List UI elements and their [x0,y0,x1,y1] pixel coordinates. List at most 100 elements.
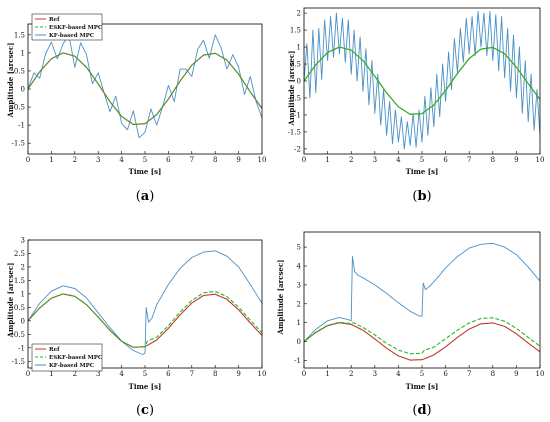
series-line-eskf [304,46,540,115]
legend: Ref ESKF-based MPC KF-based MPC [31,13,103,41]
axes-frame [303,231,541,369]
x-tick-label: 10 [536,156,545,164]
x-tick-label: 1 [325,370,329,378]
x-tick-label: 2 [73,370,77,378]
y-tick-label: 1 [21,290,25,298]
y-tick-label: -0.5 [12,331,26,339]
x-axis-label: Time [s] [406,382,439,391]
legend-label-kf: KF-based MPC [49,363,95,369]
x-tick-label: 5 [143,370,147,378]
y-tick-label: 1.5 [14,31,25,39]
x-tick-label: 10 [258,370,267,378]
panel-a: 0 1 2 3 4 5 6 7 8 9 10 1.5 1 0.5 0 -0.5 -1 -1.5 Amplitude… [6,13,266,204]
y-tick-label: 0 [21,86,25,94]
legend-label-kf: KF-based MPC [49,33,95,39]
y-tick-label: 4 [297,263,302,271]
x-tick-label: 8 [213,370,217,378]
plot-area: 0 1 2 3 4 5 6 7 8 9 10 2 1.5 1 0.5 0 -0.5 -1 -1.5 -2 [288,7,545,164]
y-tick-label: -0.5 [288,94,302,102]
panel-c: 0 1 2 3 4 5 6 7 8 9 10 3 2.5 2 1.5 1 0.5 0 -0.5 -1 -1.5 Ampl… [6,237,266,419]
series-line-ref [304,322,540,361]
y-tick-label: -1 [294,357,301,365]
panel-caption: (d) [412,403,431,418]
x-axis-label: Time [s] [129,167,162,176]
panel-caption: (c) [136,403,154,418]
y-tick-label: -2 [294,145,301,153]
y-tick-label: 1 [297,44,301,52]
x-tick-label: 2 [73,156,77,164]
x-tick-label: 0 [26,156,30,164]
x-tick-label: 6 [443,370,448,378]
y-tick-label: -1.5 [12,358,26,366]
y-tick-label: 0 [297,338,301,346]
y-tick-label: 1.5 [14,277,25,285]
y-tick-label: -1.5 [288,128,302,136]
legend: Ref ESKF-based MPC KF-based MPC [31,343,103,372]
legend-label-eskf: ESKF-based MPC [49,355,103,361]
x-tick-label: 3 [96,156,100,164]
x-tick-label: 0 [26,370,30,378]
y-tick-label: -1 [18,122,25,130]
y-tick-label: 0.5 [14,67,25,75]
y-tick-label: -1.5 [12,140,26,148]
y-tick-label: 3 [21,237,25,245]
plot-area: 0 1 2 3 4 5 6 7 8 9 10 1.5 1 0.5 0 -0.5 -1 -1.5 [12,23,266,164]
panel-caption: (b) [412,189,431,204]
series-line-kf [304,10,540,150]
legend-label-ref: Ref [49,17,60,23]
x-tick-label: 5 [420,370,424,378]
x-tick-label: 6 [443,156,448,164]
y-tick-label: 0 [297,78,301,86]
series-line-ref [28,52,262,125]
y-axis-label: Amplitude [arcsec] [287,51,296,127]
x-tick-label: 7 [467,370,471,378]
series-line-eskf [28,52,262,125]
legend-box [31,343,103,372]
y-axis-label: Amplitude [arcsec] [6,43,15,119]
x-tick-label: 2 [349,156,353,164]
x-tick-label: 8 [491,156,495,164]
series-line-kf [28,34,262,139]
panel-caption: (a) [136,189,155,204]
x-tick-label: 9 [236,156,240,164]
plot-area: 0 1 2 3 4 5 6 7 8 9 10 3 2.5 2 1.5 1 0.5 0 -0.5 -1 -1.5 [12,237,267,379]
y-tick-label: 1 [297,319,301,327]
y-tick-label: -0.5 [12,104,26,112]
y-tick-label: -1 [18,344,25,352]
x-tick-label: 7 [190,156,194,164]
x-tick-label: 5 [143,156,147,164]
y-tick-label: 3 [297,281,301,289]
y-tick-label: 2 [297,10,301,18]
x-tick-label: 6 [166,156,171,164]
x-tick-label: 1 [325,156,329,164]
x-tick-label: 4 [396,156,401,164]
x-tick-label: 8 [213,156,217,164]
x-tick-label: 10 [536,370,545,378]
x-tick-label: 6 [166,370,171,378]
x-tick-label: 3 [373,156,377,164]
y-tick-label: 1.5 [290,27,301,35]
x-tick-label: 1 [49,370,53,378]
y-axis-label: Amplitude [arcsec] [276,260,285,336]
x-tick-label: 0 [302,370,306,378]
x-axis-label: Time [s] [129,382,162,391]
x-tick-label: 3 [373,370,377,378]
y-axis-label: Amplitude [arcsec] [6,263,15,339]
x-tick-label: 1 [49,156,53,164]
x-tick-label: 8 [491,370,495,378]
series-line-kf [304,242,540,342]
x-tick-label: 3 [96,370,100,378]
x-tick-label: 9 [514,370,518,378]
series-line-eskf [304,317,540,355]
y-tick-label: -1 [294,111,301,119]
y-tick-label: 2.5 [14,250,25,258]
y-tick-label: 0.5 [290,61,301,69]
x-tick-label: 4 [119,370,124,378]
x-tick-label: 4 [396,370,401,378]
y-tick-label: 5 [297,244,301,252]
y-tick-label: 0.5 [14,304,25,312]
series-line-eskf [28,290,262,348]
x-tick-label: 0 [302,156,306,164]
y-tick-label: 0 [21,317,25,325]
